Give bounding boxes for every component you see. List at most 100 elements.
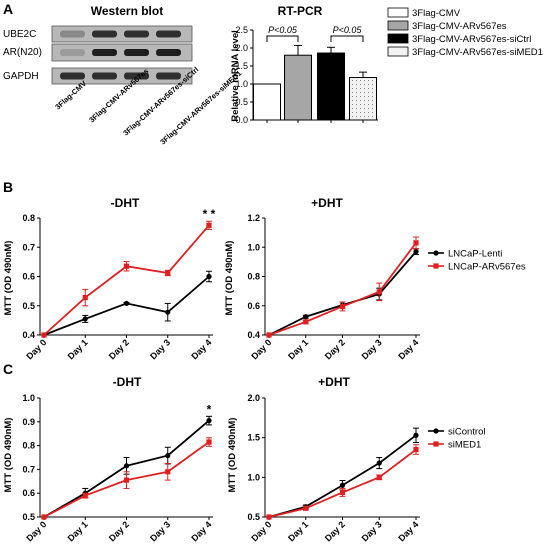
data-point <box>82 316 88 322</box>
bar-texture-dot <box>372 84 373 86</box>
x-tick-label: Day 0 <box>249 337 273 361</box>
rtpcr-legend: 3Flag-CMV 3Flag-CMV-ARv567es 3Flag-CMV-ARv… <box>387 7 543 58</box>
legend-label: LNCaP-Lenti <box>448 249 502 260</box>
bar-texture-dot <box>364 88 365 90</box>
legend-marker <box>433 250 439 256</box>
significance-bracket <box>330 35 364 42</box>
data-point <box>376 289 382 295</box>
legend-label: LNCaP-ARv567es <box>448 262 526 273</box>
bar-texture-dot <box>368 100 369 102</box>
blot-band <box>92 30 117 38</box>
x-tick-label: Day 1 <box>286 337 310 361</box>
data-point <box>303 314 309 320</box>
blot-band <box>124 49 149 56</box>
y-tick-label: 0.8 <box>22 213 35 223</box>
x-tick-label: Day 2 <box>323 519 347 543</box>
x-tick-label: Day 1 <box>66 337 90 361</box>
bar-texture-dot <box>352 104 353 106</box>
data-point <box>123 300 130 307</box>
blot-band <box>92 72 117 80</box>
rtpcr-title: RT-PCR <box>278 4 323 18</box>
x-tick-label: Day 4 <box>189 337 213 361</box>
bar-texture-dot <box>368 96 369 98</box>
x-tick-label: Day 1 <box>286 519 310 543</box>
rtpcr-ylabel: Relative mRNA level <box>230 30 241 122</box>
data-point <box>339 489 346 496</box>
series-line <box>43 224 210 336</box>
y-tick-label: 1.5 <box>235 61 248 71</box>
data-point <box>339 303 346 310</box>
y-tick-label: 1.5 <box>247 433 260 443</box>
data-point <box>206 273 212 280</box>
b-plus-ylabel: MTT (OD 490nM) <box>224 241 235 316</box>
x-tick-label: Day 4 <box>396 519 420 543</box>
bar-texture-dot <box>356 88 357 90</box>
legend-marker <box>433 263 439 269</box>
bar-texture-dot <box>352 116 353 118</box>
b-minus-title: -DHT <box>111 196 140 210</box>
bar-texture-dot <box>368 88 369 90</box>
bar-texture-dot <box>364 100 365 102</box>
bar-texture-dot <box>360 116 361 118</box>
c-minus-title: -DHT <box>113 375 142 389</box>
legend-marker <box>433 428 439 434</box>
data-point <box>206 222 212 228</box>
x-tick-label: Day 3 <box>148 337 172 361</box>
legend-label: 3Flag-CMV <box>412 8 461 19</box>
significance-label: P<0.05 <box>333 25 363 35</box>
x-tick-label: Day 4 <box>396 337 420 361</box>
bar-texture-dot <box>360 104 361 106</box>
legend-swatch <box>387 7 409 18</box>
b-minus-ylabel: MTT (OD 490nM) <box>3 241 14 316</box>
bar <box>284 54 312 121</box>
c-legend: siControl siMED1 <box>428 427 486 451</box>
data-point <box>82 294 88 301</box>
y-tick-label: 0.5 <box>22 512 35 522</box>
y-tick-label: 0.0 <box>235 115 248 125</box>
bar-texture-dot <box>368 108 369 110</box>
data-point <box>413 432 419 438</box>
bar-texture-dot <box>356 104 357 106</box>
legend-marker <box>433 441 439 447</box>
data-point <box>339 482 346 488</box>
data-point <box>165 469 171 475</box>
blot-row-label: GAPDH <box>3 71 39 82</box>
series-line <box>268 251 417 336</box>
bar-texture-dot <box>372 100 373 102</box>
blot-row-label: AR(N20) <box>3 47 42 58</box>
bar-texture-dot <box>364 116 365 118</box>
significance-label: * * <box>203 207 216 221</box>
y-tick-label: 0.8 <box>247 272 260 282</box>
data-point <box>165 309 171 315</box>
data-point <box>123 477 130 483</box>
bar-texture-dot <box>356 80 357 82</box>
y-tick-label: 0.4 <box>22 330 35 340</box>
data-point <box>413 240 419 246</box>
bar <box>317 52 345 121</box>
bar-texture-dot <box>372 104 373 106</box>
blot-strip <box>51 43 193 62</box>
b-plus-title: +DHT <box>311 196 343 210</box>
bar-texture-dot <box>356 96 357 98</box>
c-plus-title: +DHT <box>318 375 350 389</box>
bar-texture-dot <box>360 100 361 102</box>
y-tick-label: 2.0 <box>247 393 260 403</box>
bar-texture-dot <box>360 84 361 86</box>
bar-texture-dot <box>368 104 369 106</box>
legend-swatch <box>387 20 409 31</box>
bar-texture-dot <box>364 104 365 106</box>
data-point <box>82 492 88 499</box>
y-tick-label: 0.5 <box>22 301 35 311</box>
y-tick-label: 2.5 <box>235 25 248 35</box>
bar-texture-dot <box>364 84 365 86</box>
y-tick-label: 0.4 <box>247 330 260 340</box>
data-point <box>165 452 171 459</box>
x-tick-label: Day 0 <box>24 337 48 361</box>
data-point <box>303 505 309 511</box>
data-point <box>206 418 212 424</box>
y-tick-label: 0.5 <box>247 512 260 522</box>
legend-label: siMED1 <box>448 440 481 451</box>
blot-band <box>124 72 149 80</box>
blot-strip <box>51 25 193 43</box>
